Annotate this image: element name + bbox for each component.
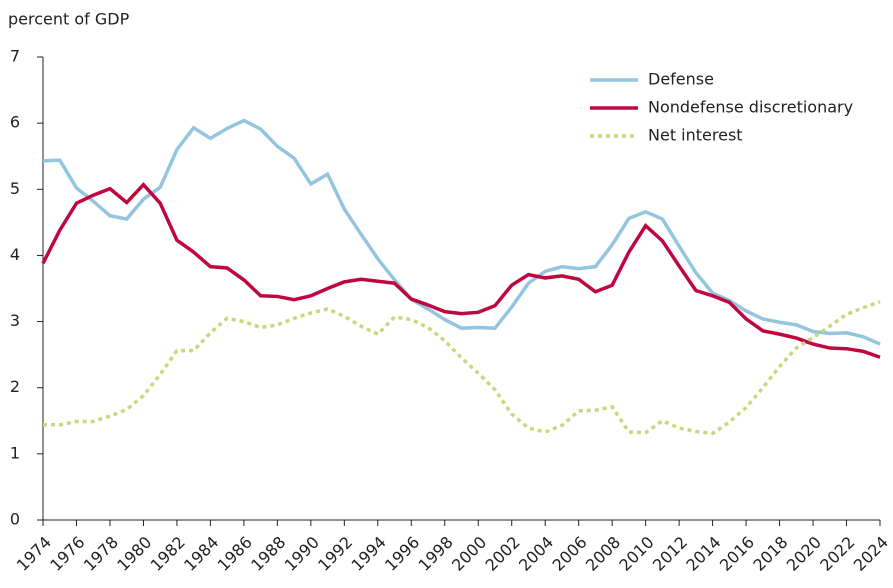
series-line [41,182,881,359]
x-tick-label: 1984 [180,533,222,575]
y-axis-label: percent of GDP [8,10,130,29]
x-tick-label: 1998 [415,533,457,575]
x-tick-label: 2006 [548,533,590,575]
x-tick-label: 2018 [749,533,791,575]
x-tick-label: 1974 [13,533,55,575]
x-tick-label: 2014 [682,533,724,575]
x-tick-label: 2004 [515,533,557,575]
y-tick-label: 1 [10,443,20,462]
legend-label: Defense [648,70,714,89]
x-tick-label: 1990 [281,533,323,575]
x-tick-label: 1996 [381,533,423,575]
x-tick-label: 2020 [783,533,825,575]
x-tick-label: 2000 [448,533,490,575]
y-tick-label: 7 [10,47,20,66]
series-line [42,118,881,346]
y-tick-label: 5 [10,179,20,198]
x-tick-label: 1982 [147,533,189,575]
x-tick-label: 2002 [482,533,524,575]
x-tick-label: 2012 [649,533,691,575]
y-tick-label: 3 [10,311,20,330]
y-tick-label: 6 [10,113,20,132]
x-tick-label: 1978 [80,533,122,575]
series-line [43,300,881,436]
x-tick-label: 2022 [816,533,858,575]
x-tick-label: 1976 [46,533,88,575]
y-tick-label: 4 [10,245,20,264]
x-tick-label: 2016 [716,533,758,575]
x-tick-label: 2010 [615,533,657,575]
x-tick-label: 2008 [582,533,624,575]
x-tick-label: 2024 [850,533,892,575]
y-tick-label: 2 [10,377,20,396]
x-tick-label: 1994 [348,533,390,575]
x-tick-label: 1986 [214,533,256,575]
legend-label: Nondefense discretionary [648,98,853,117]
legend-label: Net interest [648,126,743,145]
y-tick-label: 0 [10,510,20,529]
x-tick-label: 1988 [247,533,289,575]
x-tick-label: 1992 [314,533,356,575]
x-tick-label: 1980 [113,533,155,575]
